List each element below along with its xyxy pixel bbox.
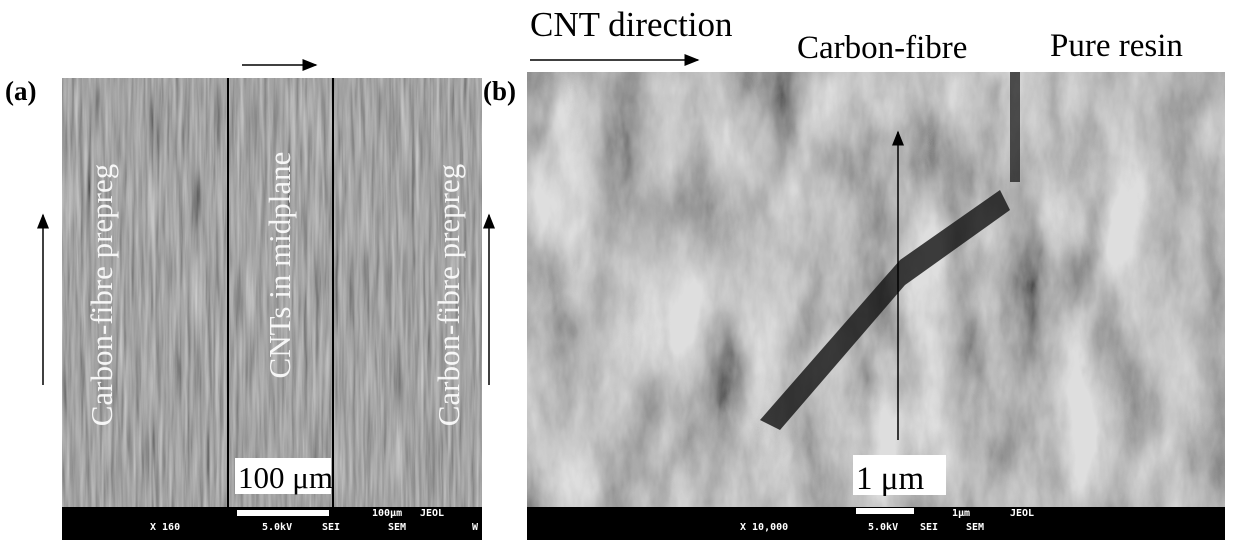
annotation: Carbon-fibre prepreg [84,164,119,427]
info-magnification: X 160 [150,522,180,533]
info-voltage: 5.0kV [262,522,292,533]
annotation: Carbon-fibre [797,30,967,66]
panel-label: (a) [5,76,36,106]
figure: (a) Carbon-fibre prepreg CNTs in midplan… [0,0,1237,542]
annotation: CNT direction [530,5,733,44]
info-detector: SEI [322,522,340,533]
annotation: CNTs in midplane [262,152,297,379]
info-voltage: 5.0kV [868,522,898,533]
info-scale: 100μm [372,508,402,519]
info-maker: JEOL [1010,508,1034,519]
panel-label: (b) [483,76,516,106]
scale-label: 1 μm [856,461,924,497]
crack [1010,72,1020,182]
panel-a: (a) Carbon-fibre prepreg CNTs in midplan… [5,65,489,540]
info-magnification: X 10,000 [740,522,788,533]
info-mode: SEM [388,522,406,533]
info-maker: JEOL [420,508,444,519]
panel-b: (b) CNT direction Carbon-fibre Pure resi… [483,5,1225,540]
scale-bar [856,508,914,514]
scale-bar [237,510,329,516]
scale-label: 100 μm [238,460,333,495]
info-work: W [472,522,479,533]
info-mode: SEM [966,522,984,533]
annotation: Carbon-fibre prepreg [431,164,466,427]
annotation: Pure resin [1050,28,1183,64]
info-detector: SEI [920,522,938,533]
info-scale: 1μm [952,508,970,519]
